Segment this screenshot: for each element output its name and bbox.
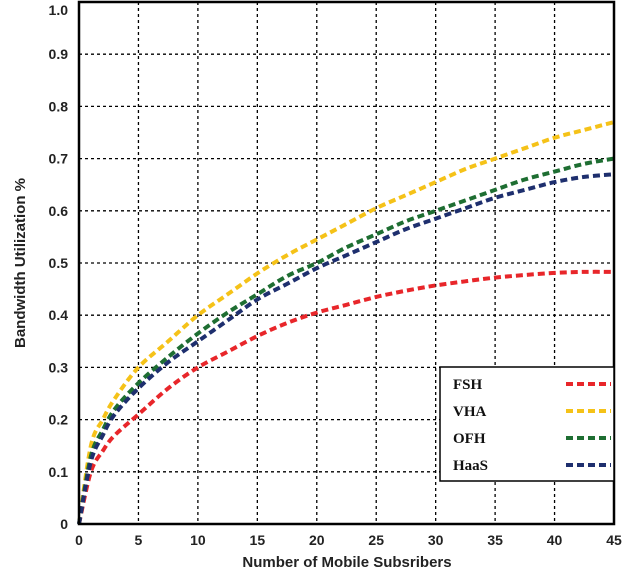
- x-tick-label: 0: [75, 532, 83, 548]
- legend-label-fsh: FSH: [453, 377, 483, 393]
- x-tick-label: 5: [135, 532, 143, 548]
- y-tick-label: 0.6: [49, 203, 69, 219]
- x-tick-label: 20: [309, 532, 325, 548]
- y-tick-label: 0.9: [49, 46, 69, 62]
- y-tick-label: 1.0: [49, 2, 69, 18]
- x-tick-label: 45: [606, 532, 622, 548]
- x-tick-label: 10: [190, 532, 206, 548]
- x-tick-label: 35: [487, 532, 503, 548]
- y-tick-label: 0.5: [49, 255, 69, 271]
- tick-labels: 0 5 10 15 20 25 30 35 40 45 0 0.1 0.2 0.3 0.4 0.5 0.6 0.7…: [49, 2, 622, 548]
- x-tick-label: 25: [368, 532, 384, 548]
- series-line-fsh: [77, 269, 615, 525]
- legend: FSH VHA OFH HaaS: [439, 366, 615, 482]
- x-tick-label: 15: [250, 532, 266, 548]
- legend-label-vha: VHA: [453, 404, 487, 420]
- plot-frame: [77, 0, 616, 526]
- y-tick-label: 0.8: [49, 98, 69, 114]
- y-tick-label: 0: [60, 516, 68, 532]
- legend-box: [439, 366, 615, 482]
- x-tick-label: 30: [428, 532, 444, 548]
- x-tick-label: 40: [547, 532, 563, 548]
- y-tick-label: 0.4: [49, 307, 69, 323]
- series-line-haas: [77, 172, 615, 525]
- y-axis-label: Bandwidth Utilization %: [12, 178, 29, 348]
- series-line-vha: [77, 120, 615, 525]
- x-axis-label: Number of Mobile Subsribers: [242, 554, 451, 571]
- y-tick-label: 0.3: [49, 359, 69, 375]
- y-tick-label: 0.1: [49, 464, 69, 480]
- y-tick-label: 0.2: [49, 412, 69, 428]
- series-line-ofh: [77, 156, 615, 525]
- series-lines: [77, 120, 615, 525]
- y-tick-label: 0.7: [49, 151, 69, 167]
- legend-label-haas: HaaS: [453, 458, 488, 474]
- legend-label-ofh: OFH: [453, 431, 486, 447]
